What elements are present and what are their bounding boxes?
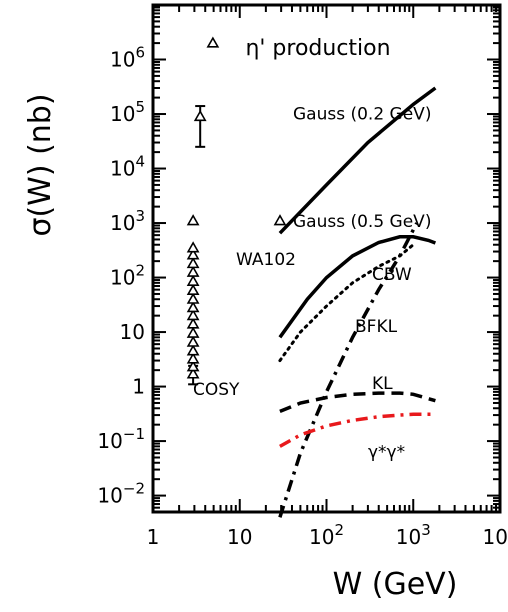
data-point — [193, 109, 207, 122]
x-axis-title: W (GeV) — [333, 567, 458, 602]
x-tick-label: 10 — [227, 525, 252, 549]
data-point — [273, 214, 287, 226]
data-point — [186, 360, 200, 372]
data-point — [186, 352, 200, 364]
annotation-wa102: WA102 — [236, 250, 296, 270]
annotation-gg: γ*γ* — [368, 442, 405, 462]
y-tick-label: 102 — [110, 262, 145, 290]
annotation-kl: KL — [372, 374, 393, 394]
data-points — [186, 36, 287, 386]
series-layer — [278, 86, 437, 518]
y-tick-label: 10 — [120, 320, 145, 344]
data-point — [186, 274, 200, 286]
y-axis-title: σ(W) (nb) — [23, 93, 58, 236]
data-point — [186, 257, 200, 269]
data-point — [186, 309, 200, 321]
y-tick-label: 10−2 — [97, 480, 145, 508]
x-tick-label: 102 — [309, 521, 344, 549]
annotation-gauss05: Gauss (0.5 GeV) — [293, 212, 431, 232]
data-point — [186, 344, 200, 356]
data-point — [186, 292, 200, 304]
data-point — [186, 301, 200, 313]
data-point — [206, 36, 220, 48]
y-tick-label: 103 — [110, 207, 145, 235]
annotation-gauss02: Gauss (0.2 GeV) — [293, 104, 431, 124]
x-tick-label: 103 — [396, 521, 431, 549]
series-line — [278, 222, 419, 518]
data-point — [186, 265, 200, 277]
data-point — [186, 241, 200, 253]
y-tick-label: 1 — [132, 375, 145, 399]
y-tick-label: 10−1 — [97, 425, 145, 453]
axis-ticks — [152, 5, 500, 513]
data-point — [186, 317, 200, 329]
series-line — [278, 235, 437, 339]
annotation-title: η' production — [245, 36, 390, 61]
y-tick-label: 105 — [110, 98, 145, 126]
series-line — [279, 391, 436, 414]
data-point — [186, 248, 200, 260]
y-tick-label: 104 — [110, 153, 145, 181]
annotation-cosy: COSY — [193, 380, 240, 400]
data-point — [186, 367, 200, 379]
series-line — [279, 412, 436, 448]
annotation-cbw: CBW — [372, 265, 412, 285]
data-point — [186, 283, 200, 295]
data-point — [186, 214, 200, 226]
data-point — [186, 335, 200, 347]
x-tick-label: 1 — [147, 525, 160, 549]
x-tick-label: 104 — [483, 521, 508, 549]
series-line — [278, 86, 437, 235]
y-tick-label: 106 — [110, 44, 145, 72]
plot-frame — [151, 3, 502, 514]
annotation-bfkl: BFKL — [355, 317, 398, 337]
tick-labels: 1 10 102 103 104 10−2 10−1 1 10 102 103 104 105 106 — [97, 44, 508, 549]
data-point — [186, 326, 200, 338]
annotations: η' production Gauss (0.2 GeV) Gauss (0.5 G… — [193, 36, 431, 462]
